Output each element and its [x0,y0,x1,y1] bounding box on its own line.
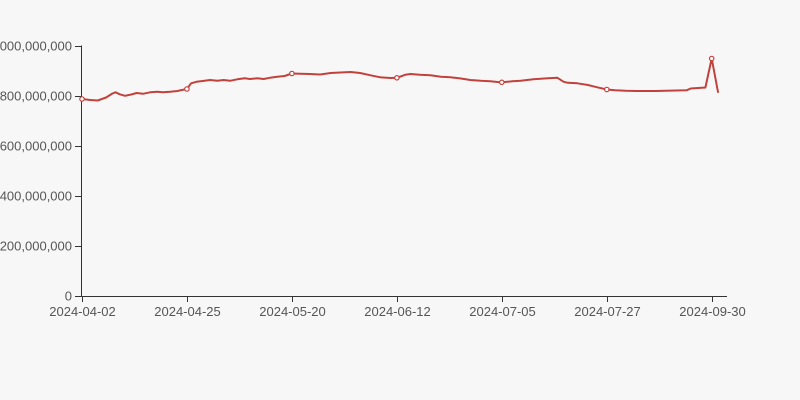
y-axis-tick-label: 800,000,000 [0,89,72,104]
series-line [81,57,719,102]
y-axis-tick-label: 400,000,000 [0,189,72,204]
y-axis-tick-label: 0 [65,289,72,304]
axis-labels: 0 200,000,000 400,000,000 600,000,000 800,00… [0,39,746,320]
data-point-marker[interactable] [603,86,610,93]
data-point-marker[interactable] [708,55,715,62]
axes [75,45,727,302]
y-axis-tick-label: 200,000,000 [0,239,72,254]
x-axis-tick-label: 2024-07-05 [469,304,536,319]
x-axis-tick-label: 2024-05-20 [259,304,326,319]
x-axis-tick-label: 2024-06-12 [364,304,431,319]
y-axis-tick-label: 600,000,000 [0,139,72,154]
x-axis-tick-label: 2024-04-25 [154,304,221,319]
x-axis-tick-label: 2024-09-30 [679,304,746,319]
data-point-marker[interactable] [394,75,400,81]
data-point-marker[interactable] [184,86,190,92]
x-axis-tick-label: 2024-07-27 [574,304,641,319]
x-axis-tick-label: 2024-04-02 [49,304,116,319]
data-point-marker[interactable] [498,79,505,86]
data-series [79,55,719,102]
data-point-marker[interactable] [79,96,85,102]
y-axis-tick-label: 1,000,000,000 [0,39,72,54]
data-point-marker[interactable] [289,70,295,77]
